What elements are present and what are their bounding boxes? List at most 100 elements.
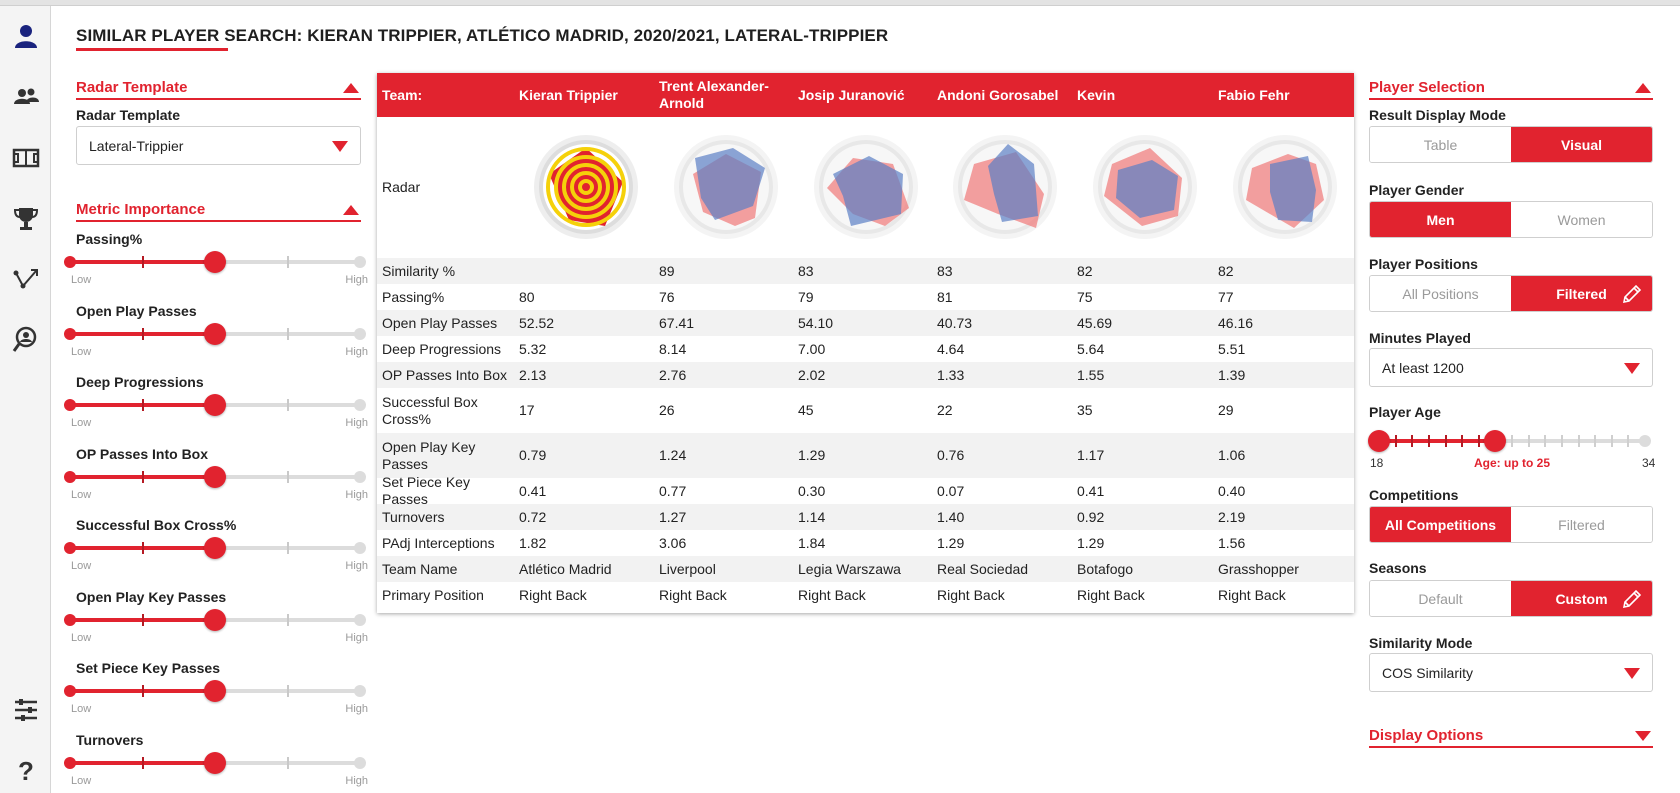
metric-importance-section-header[interactable]: Metric Importance [76,201,361,222]
radar-template-section-header[interactable]: Radar Template [76,79,361,100]
metric-slider-handle[interactable] [204,680,226,702]
table-cell: 40.73 [937,314,973,331]
scout-search-icon[interactable] [8,322,44,358]
metric-slider-track[interactable] [64,608,366,631]
metric-slider-track[interactable] [64,751,366,774]
table-cell: Right Back [659,586,727,603]
pencil-edit-icon[interactable] [1620,282,1644,306]
table-cell: 1.17 [1077,447,1105,463]
visual-mode-button[interactable]: Visual [1511,127,1652,162]
radar-chart-kieran-trippier[interactable] [533,134,639,240]
table-cell: 2.13 [519,366,547,383]
metric-slider-handle[interactable] [204,537,226,559]
metric-slider: Open Play Passes Low High [64,303,368,375]
age-slider-tick [1394,435,1397,447]
all-positions-button[interactable]: All Positions [1370,276,1511,311]
sliders-icon[interactable] [8,692,44,728]
player-age-slider[interactable] [1368,430,1651,452]
table-cell: Real Sociedad [937,560,1029,577]
age-slider-tick [1411,435,1414,447]
radar-chart-andoni-gorosabel[interactable] [952,134,1058,240]
row-label: Successful Box Cross% [382,393,478,427]
metric-slider: Open Play Key Passes Low High [64,589,368,661]
pitch-icon[interactable] [8,140,44,176]
metric-slider: Turnovers Low High [64,732,368,793]
display-options-section-header[interactable]: Display Options [1369,727,1653,748]
table-cell: 1.39 [1218,366,1246,383]
metric-slider-handle[interactable] [204,322,226,345]
metric-high-label: High [345,631,368,644]
filtered-competitions-button[interactable]: Filtered [1511,507,1652,542]
pencil-edit-icon[interactable] [1620,587,1644,611]
page-title: SIMILAR PLAYER SEARCH: KIERAN TRIPPIER, … [76,26,889,45]
radar-template-select[interactable]: Lateral-Trippier [76,126,361,165]
men-button[interactable]: Men [1370,202,1511,237]
metric-slider-track[interactable] [64,680,366,702]
passing-icon[interactable] [8,261,44,297]
trophy-icon[interactable] [8,201,44,237]
radar-template-header-label: Radar Template [76,79,188,96]
table-cell: 1.29 [1077,534,1105,551]
women-button[interactable]: Women [1511,202,1652,237]
metric-slider-track[interactable] [64,465,366,488]
header-player-4: Andoni Gorosabel [937,86,1059,103]
table-cell: 77 [1218,288,1234,305]
metric-slider-track[interactable] [64,394,366,416]
radar-chart-josip-juranovic[interactable] [813,134,919,240]
all-competitions-button[interactable]: All Competitions [1370,507,1511,542]
help-icon[interactable]: ? [8,752,44,788]
minutes-played-select[interactable]: At least 1200 [1369,348,1653,387]
table-cell: 22 [937,402,953,418]
age-slider-end-dot [1639,435,1651,447]
metric-label: Passing% [76,231,143,247]
filtered-positions-button[interactable]: Filtered [1511,276,1652,311]
result-display-mode-toggle: Table Visual [1369,126,1653,163]
metric-slider-start-dot [64,327,76,340]
metric-slider-track[interactable] [64,537,366,559]
age-slider-tick [1461,435,1464,447]
table-row: Successful Box Cross% 17 26 45 22 35 29 [377,388,1354,433]
table-cell: 45 [798,402,814,418]
players-icon[interactable] [8,79,44,115]
table-mode-button[interactable]: Table [1370,127,1511,162]
metric-slider-end-dot [354,685,366,697]
row-label: Primary Position [382,586,484,603]
table-cell: 75 [1077,288,1093,305]
table-cell: 0.40 [1218,482,1246,499]
default-seasons-button[interactable]: Default [1370,581,1511,616]
metric-slider-handle[interactable] [204,751,226,774]
table-cell: 54.10 [798,314,834,331]
player-selection-section-header[interactable]: Player Selection [1369,79,1653,100]
table-cell: 1.56 [1218,534,1246,551]
table-cell: 8.14 [659,340,687,357]
table-cell [519,258,649,284]
table-cell: Liverpool [659,560,716,577]
table-cell: 35 [1077,402,1093,418]
metric-slider-handle[interactable] [204,251,226,273]
radar-chart-trent-alexander-arnold[interactable] [673,134,779,240]
radar-chart-kevin[interactable] [1092,134,1198,240]
metric-slider-end-dot [354,542,366,554]
age-max-handle[interactable] [1484,430,1507,452]
metric-slider-handle[interactable] [204,465,226,488]
table-cell: 1.27 [659,508,687,525]
metric-low-label: Low [71,631,92,644]
metric-slider-handle[interactable] [204,394,226,416]
table-cell: 4.64 [937,340,965,357]
radar-chart-fabio-fehr[interactable] [1232,134,1338,240]
similarity-mode-select[interactable]: COS Similarity [1369,653,1653,692]
table-cell: 82 [1218,262,1234,279]
age-min-handle[interactable] [1368,430,1390,452]
metric-slider-tick [141,756,144,769]
metric-slider-handle[interactable] [204,608,226,631]
metric-high-label: High [345,274,368,286]
collapse-triangle-icon [343,205,359,215]
user-icon[interactable] [8,18,44,54]
metric-high-label: High [345,774,368,787]
header-team-label: Team: [382,86,423,103]
metric-high-label: High [345,560,368,572]
custom-seasons-button[interactable]: Custom [1511,581,1652,616]
table-cell: 67.41 [659,314,695,331]
metric-slider-track[interactable] [64,251,366,273]
metric-slider-track[interactable] [64,322,366,345]
